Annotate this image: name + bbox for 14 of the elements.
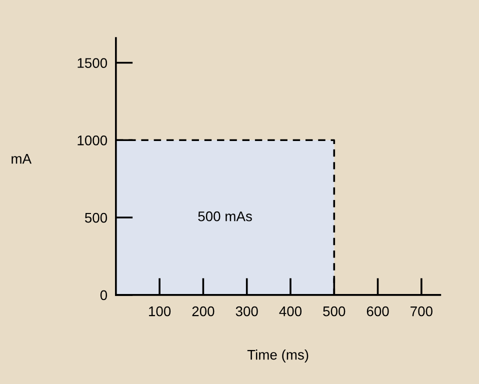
y-tick-label: 0: [100, 290, 108, 300]
x-tick-label: 300: [236, 306, 258, 316]
x-tick-label: 600: [366, 306, 389, 316]
y-tick-label: 500: [84, 212, 108, 223]
x-tick-label: 500: [323, 306, 346, 316]
y-axis-title: mA: [12, 154, 32, 164]
x-axis-title: Time (ms): [247, 350, 308, 362]
x-tick-label: 100: [149, 306, 171, 316]
x-tick-label: 400: [279, 306, 302, 316]
annotation: 500 mAs: [198, 211, 252, 222]
x-tick-label: 200: [192, 306, 214, 316]
y-tick-label: 1000: [78, 135, 108, 146]
y-tick-label: 1500: [78, 58, 108, 68]
x-tick-label: 700: [410, 306, 432, 316]
